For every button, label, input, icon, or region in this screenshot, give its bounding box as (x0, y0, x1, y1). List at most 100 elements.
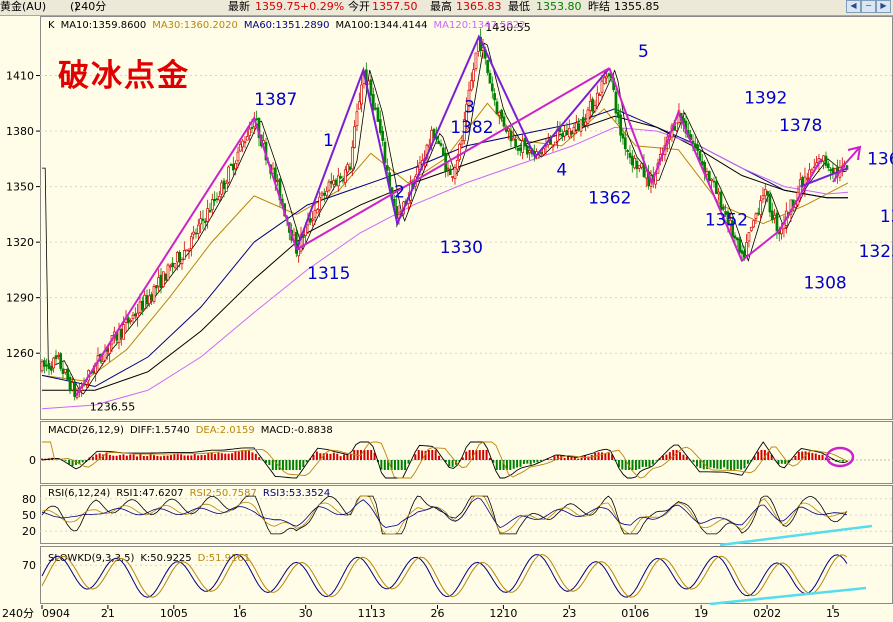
candle-body (693, 143, 697, 148)
candle-body (712, 180, 716, 183)
x-tick-label: 16 (233, 607, 247, 620)
candle-body (719, 191, 723, 211)
candle-body (369, 79, 373, 96)
annotation-label: 1 (323, 131, 334, 151)
candle-body (276, 180, 279, 182)
candle-body (759, 200, 762, 215)
candle-body (339, 176, 342, 179)
candle-body (523, 138, 527, 147)
legend-item: MA60:1351.2890 (244, 20, 330, 31)
candle-body (630, 155, 634, 166)
x-tick-label: 0904 (42, 607, 70, 620)
candle-body (721, 206, 725, 210)
latest-label: 最新 (228, 0, 250, 13)
annotation-label: 1308 (803, 273, 846, 293)
candle-body (563, 131, 566, 137)
kd-d-line (41, 553, 848, 598)
candle-body (313, 210, 317, 218)
legend-item: MA100:1344.4144 (335, 20, 427, 31)
candle-body (616, 111, 620, 117)
candle-body (336, 175, 340, 187)
arrow-left-icon[interactable]: ◀ (846, 0, 861, 13)
candle-body (775, 212, 779, 232)
annotation-label: 1343 (880, 207, 893, 227)
candle-body (805, 177, 809, 180)
x-tick-label: 21 (101, 607, 115, 620)
latest-value: 1359.75 (255, 0, 301, 13)
y-tick-label: 1380 (6, 125, 34, 138)
candle-body (334, 179, 338, 186)
candle-body (208, 209, 212, 213)
candle-body (441, 147, 445, 156)
candle-body (752, 220, 755, 228)
candle-body (199, 218, 203, 225)
candle-body (586, 109, 590, 124)
candle-body (528, 150, 531, 153)
legend-item: MA120:1347.5822 (434, 20, 526, 31)
candle-body (138, 301, 142, 313)
candle-body (614, 91, 618, 114)
candle-body (675, 122, 678, 131)
candle-body (511, 137, 515, 141)
x-tick-label: 1210 (489, 607, 517, 620)
candle-body (628, 152, 632, 158)
zoom-out-icon[interactable]: − (861, 0, 876, 13)
x-tick-label: 23 (562, 607, 576, 620)
candle-body (376, 107, 380, 122)
y-tick-label: 1260 (6, 347, 34, 360)
candle-body (507, 128, 510, 132)
candle-body (374, 107, 377, 110)
annotation-label: 5 (638, 42, 649, 62)
candle-body (577, 123, 580, 131)
ma-line-ma120 (41, 126, 849, 410)
legend-item: D:51.9161 (198, 553, 250, 564)
y-tick-label: 1320 (6, 236, 34, 249)
rsi-tick-label: 80 (22, 493, 36, 506)
candle-body (52, 357, 56, 369)
candle-body (581, 117, 585, 127)
candle-body (353, 126, 356, 148)
chart-canvas[interactable]: 1410 1380 1350 1320 1290 1260 1387 1 1315 2 1330 3… (0, 16, 893, 622)
candle-body (367, 80, 370, 85)
candle-body (502, 116, 506, 127)
annotation-label: 1430.55 (485, 21, 531, 34)
candle-body (584, 121, 587, 126)
candle-body (509, 130, 513, 142)
candle-body (173, 263, 177, 268)
candle-body (54, 355, 58, 360)
candle-body (472, 69, 475, 82)
candle-body (40, 361, 44, 372)
candle-body (600, 80, 604, 93)
candle-body (84, 381, 88, 385)
candle-body (451, 176, 454, 178)
candle-body (565, 130, 569, 135)
candle-body (215, 198, 219, 201)
candle-body (602, 77, 606, 84)
candle-body (745, 242, 748, 256)
candle-body (222, 180, 226, 189)
candle-body (700, 161, 704, 165)
candle-body (341, 179, 345, 182)
legend-item: K (48, 20, 55, 31)
candle-body (474, 52, 478, 69)
candle-body (180, 259, 184, 265)
wave-lines (75, 34, 849, 397)
rsi-line-2 (41, 495, 847, 535)
candle-body (143, 294, 147, 309)
legend-item: SLOWKD(9,3,3,5) (48, 553, 134, 564)
candle-body (203, 220, 207, 223)
candle-body (448, 168, 452, 176)
candle-body (710, 178, 713, 181)
candle-body (714, 181, 718, 194)
candle-body (696, 144, 699, 151)
annotation-label: 1315 (307, 264, 350, 284)
arrow-right-icon[interactable]: ▶ (876, 0, 891, 13)
macd-highlight-circle (825, 446, 855, 468)
candle-body (224, 183, 228, 192)
open-value: 1357.50 (372, 0, 418, 13)
candle-body (465, 103, 468, 121)
low-label: 最低 (508, 0, 530, 13)
candle-body (238, 143, 242, 152)
